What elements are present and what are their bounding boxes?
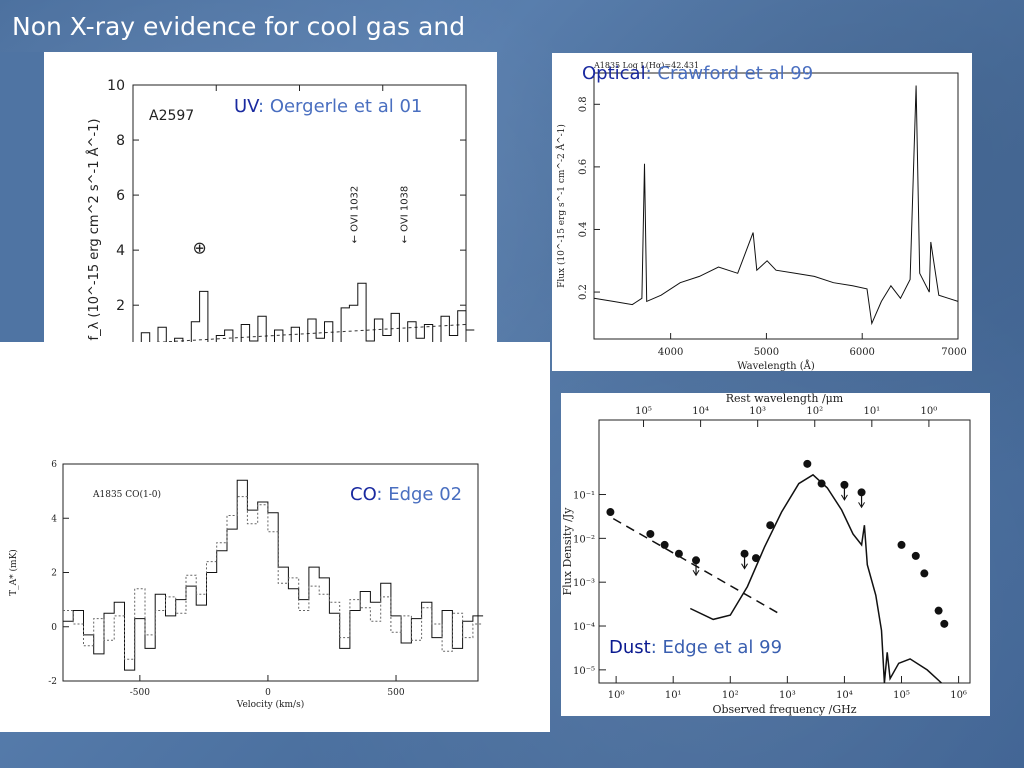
dust-upper-limit-arrowhead <box>841 494 848 501</box>
dust-data-point <box>911 551 920 560</box>
dust-x2tick-label: 10⁰ <box>921 406 938 417</box>
optical-xtick-label: 5000 <box>754 347 779 358</box>
dust-x2tick-label: 10¹ <box>863 406 880 417</box>
uv-ytick-label: 10 <box>107 78 125 94</box>
optical-target-label: A1835 Log L(Hα)=42.431 <box>593 61 699 70</box>
dust-sed-chart: 10⁰ 10¹ 10² 10³ 10⁴ 10⁵ 10⁶ 10⁻⁵ 10⁻⁴ 10⁻³ 10⁻² 10⁻… <box>561 393 971 716</box>
dust-data-point <box>740 549 749 558</box>
optical-spectrum-panel: 4000 5000 6000 7000 0.2 0.4 0.6 0.8 Wavelength (… <box>552 53 972 371</box>
optical-ytick-label: 0.2 <box>578 284 589 300</box>
optical-xtick-label: 6000 <box>849 347 874 358</box>
uv-target-label: A2597 <box>149 108 194 124</box>
co-ytick-label: -2 <box>48 677 57 687</box>
dust-caption-rest: : Edge et al 99 <box>650 637 783 658</box>
co-spectrum-panel: -500 0 500 -2 0 2 4 6 Velocity (km/s) T_A* (mK) A1… <box>0 342 550 732</box>
optical-caption: Optical: Crawford et al 99 <box>582 63 813 84</box>
co-ytick-label: 2 <box>51 569 57 579</box>
dust-upper-limit-arrowhead <box>858 502 865 509</box>
dust-xtick-label: 10³ <box>779 690 796 701</box>
uv-ytick-label: 2 <box>116 298 125 314</box>
dust-data-point <box>766 521 775 530</box>
co-ytick-label: 6 <box>51 460 57 470</box>
dust-data-point <box>646 529 655 538</box>
co-caption-rest: : Edge 02 <box>376 484 463 505</box>
dust-data-point <box>803 459 812 468</box>
dust-synchrotron-dashed-line <box>612 517 783 616</box>
uv-caption: UV: Oergerle et al 01 <box>234 96 422 117</box>
dust-x2tick-label: 10³ <box>749 406 766 417</box>
dust-x2tick-label: 10² <box>806 406 823 417</box>
slide-title: Non X-ray evidence for cool gas and <box>12 12 466 41</box>
optical-yaxis-label: Flux (10^-15 erg s^-1 cm^-2 Å^-1) <box>555 124 567 288</box>
dust-x2tick-label: 10⁵ <box>635 406 652 417</box>
co-xaxis-label: Velocity (km/s) <box>236 699 304 710</box>
dust-ytick-label: 10⁻⁵ <box>573 666 595 677</box>
optical-xtick-label: 4000 <box>658 347 683 358</box>
uv-ytick-label: 6 <box>116 188 125 204</box>
uv-line-annotation: ← OVI 1032 <box>350 186 361 244</box>
optical-plot-frame <box>593 72 959 340</box>
co-xtick-label: 500 <box>387 688 404 698</box>
co-ytick-label: 0 <box>51 623 57 633</box>
dust-xtick-label: 10⁵ <box>893 690 910 701</box>
optical-ytick-label: 0.4 <box>578 222 589 238</box>
co-caption: CO: Edge 02 <box>350 484 462 505</box>
uv-caption-rest: : Oergerle et al 01 <box>258 96 423 117</box>
optical-caption-rest: : Crawford et al 99 <box>645 63 814 84</box>
optical-caption-bold: Optical <box>582 63 646 84</box>
uv-caption-bold: UV <box>234 96 259 117</box>
dust-x2axis-label: Rest wavelength /μm <box>726 393 844 405</box>
dust-data-point <box>817 479 826 488</box>
dust-yaxis-label: Flux Density /Jy <box>561 507 574 596</box>
dust-ytick-label: 10⁻¹ <box>573 491 595 502</box>
optical-ytick-label: 0.8 <box>578 96 589 112</box>
dust-data-point <box>606 508 615 517</box>
dust-plot-frame <box>598 419 971 684</box>
optical-spectrum-line <box>593 85 959 326</box>
uv-yaxis-label: f_λ (10^-15 erg cm^2 s^-1 Å^-1) <box>86 119 102 341</box>
co-xtick-label: -500 <box>130 688 150 698</box>
dust-ytick-label: 10⁻² <box>573 534 595 545</box>
co-ytick-label: 4 <box>51 514 57 524</box>
dust-xtick-label: 10⁰ <box>608 690 625 701</box>
dust-xtick-label: 10⁴ <box>836 690 853 701</box>
uv-continuum-fit <box>132 323 467 345</box>
dust-data-point <box>897 540 906 549</box>
co-xtick-label: 0 <box>265 688 271 698</box>
dust-xtick-label: 10⁶ <box>950 690 967 701</box>
dust-data-point <box>660 540 669 549</box>
dust-upper-limit-arrowhead <box>741 563 748 570</box>
co-caption-bold: CO <box>350 484 377 505</box>
optical-xaxis-label: Wavelength (Å) <box>737 360 815 371</box>
co-spectrum-dotted <box>63 496 484 660</box>
uv-ytick-label: 4 <box>116 243 125 259</box>
dust-xtick-label: 10¹ <box>665 690 682 701</box>
dust-data-point <box>940 619 949 628</box>
optical-ytick-label: 0.6 <box>578 159 589 175</box>
dust-caption-bold: Dust <box>609 637 651 658</box>
dust-caption: Dust: Edge et al 99 <box>609 637 782 658</box>
co-target-label: A1835 CO(1-0) <box>92 489 161 500</box>
dust-data-point <box>751 554 760 563</box>
dust-xaxis-label: Observed frequency /GHz <box>712 703 856 716</box>
uv-ytick-label: 8 <box>116 133 125 149</box>
dust-sed-panel: 10⁰ 10¹ 10² 10³ 10⁴ 10⁵ 10⁶ 10⁻⁵ 10⁻⁴ 10⁻³ 10⁻² 10⁻… <box>561 393 990 716</box>
uv-earth-symbol: ⊕ <box>192 238 206 258</box>
dust-x2tick-label: 10⁴ <box>692 406 709 417</box>
dust-xtick-label: 10² <box>722 690 739 701</box>
dust-data-point <box>674 549 683 558</box>
optical-spectrum-chart: 4000 5000 6000 7000 0.2 0.4 0.6 0.8 Wavelength (… <box>555 61 967 371</box>
dust-data-point <box>934 606 943 615</box>
co-spectrum-solid <box>63 479 484 671</box>
dust-ytick-label: 10⁻³ <box>573 578 595 589</box>
dust-data-point <box>920 569 929 578</box>
uv-line-annotation: ← OVI 1038 <box>400 186 411 244</box>
dust-upper-limit-arrowhead <box>692 570 700 577</box>
co-yaxis-label: T_A* (mK) <box>8 549 19 596</box>
optical-xtick-label: 7000 <box>941 347 966 358</box>
co-spectrum-chart: -500 0 500 -2 0 2 4 6 Velocity (km/s) T_A* (mK) A1… <box>8 460 484 710</box>
dust-ytick-label: 10⁻⁴ <box>573 622 595 633</box>
